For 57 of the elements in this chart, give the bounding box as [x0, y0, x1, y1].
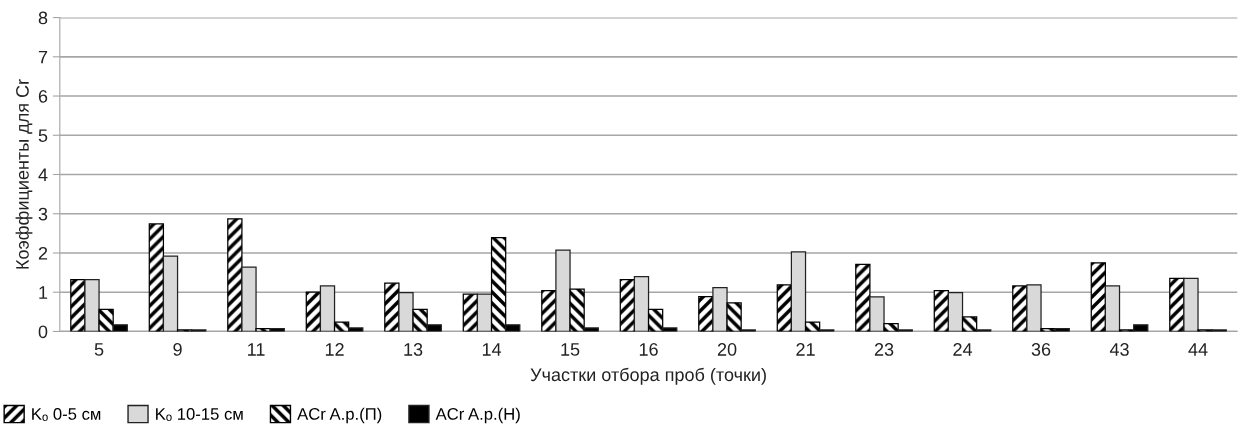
y-tick-label: 1	[39, 286, 48, 299]
bar	[148, 223, 165, 332]
x-axis-title: Участки отбора проб (точки)	[530, 367, 766, 385]
bar	[241, 266, 257, 332]
bar	[933, 290, 950, 332]
x-tick-label: 21	[796, 343, 815, 356]
legend-label: ACr A.p.(П)	[297, 407, 382, 424]
x-tick-label: 43	[1109, 343, 1129, 356]
x-tick-label: 36	[1031, 343, 1051, 356]
x-tick-label: 15	[561, 343, 580, 356]
bar	[319, 285, 336, 332]
y-tick-label: 8	[38, 11, 48, 25]
legend-label: Kₒ 10-15 см	[156, 408, 243, 421]
x-tick-label: 9	[173, 343, 182, 356]
bar	[555, 249, 571, 332]
bar	[869, 296, 885, 332]
bar	[1169, 277, 1185, 332]
bar	[84, 279, 100, 332]
y-tick-label: 6	[38, 89, 48, 103]
x-tick-label: 24	[953, 343, 973, 356]
bar	[1012, 285, 1028, 332]
y-tick-label: 7	[38, 50, 48, 64]
legend-label: ACr A.p.(Н)	[435, 407, 520, 424]
bar	[227, 218, 243, 332]
bar	[712, 286, 728, 332]
y-tick-label: 3	[38, 207, 48, 221]
bar	[790, 251, 807, 332]
bar	[398, 291, 414, 332]
x-tick-label: 11	[248, 343, 265, 356]
y-tick-label: 2	[38, 246, 48, 260]
bar	[1183, 277, 1199, 332]
bar	[541, 290, 557, 332]
bar	[855, 263, 871, 332]
bar	[1104, 285, 1121, 332]
y-tick-label: 5	[38, 129, 48, 142]
bar	[619, 279, 636, 332]
y-tick-label: 0	[38, 325, 48, 339]
y-axis-title: Коэффициенты для Cr	[15, 79, 33, 269]
x-tick-label: 13	[404, 343, 423, 356]
bar	[633, 275, 650, 332]
bar	[698, 295, 714, 332]
x-tick-label: 16	[639, 343, 658, 356]
bar	[384, 282, 400, 332]
bar	[70, 279, 86, 332]
bar	[1090, 262, 1107, 332]
bar	[162, 255, 179, 332]
x-tick-label: 14	[482, 343, 502, 356]
x-tick-label: 23	[874, 343, 894, 356]
x-tick-label: 20	[717, 343, 737, 356]
x-tick-label: 44	[1188, 343, 1208, 356]
y-tick-label: 4	[38, 168, 48, 182]
x-tick-label: 12	[325, 343, 344, 356]
bar	[947, 291, 964, 332]
legend-label: Kₒ 0-5 см	[32, 408, 101, 421]
x-tick-label: 5	[94, 343, 104, 356]
bar	[1026, 284, 1042, 332]
bar	[776, 284, 793, 332]
